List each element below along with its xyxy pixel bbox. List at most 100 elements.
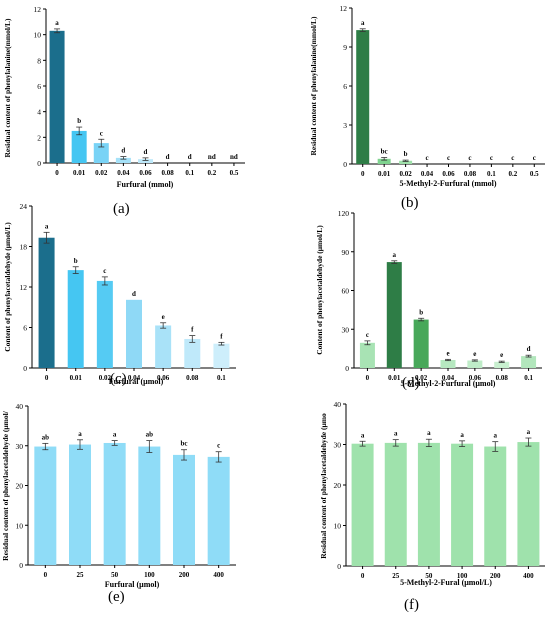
bar: [93, 143, 109, 163]
x-tick-label: 0.2: [508, 170, 517, 178]
significance-letter: d: [166, 153, 170, 161]
bar: [467, 360, 483, 368]
significance-letter: f: [220, 332, 223, 340]
x-axis-title: 5-Methyl-2-Furfural (mmol): [399, 179, 496, 188]
significance-letter: a: [78, 430, 82, 438]
bar: [517, 442, 540, 566]
x-tick-label: 0.5: [530, 170, 539, 178]
x-tick-label: 0.04: [442, 374, 455, 382]
panel-caption: (a): [113, 201, 130, 217]
significance-letter: b: [77, 117, 81, 125]
bar: [138, 446, 161, 565]
x-tick-label: 50: [111, 571, 119, 579]
x-tick-label: 0.06: [442, 170, 455, 178]
y-axis-title: Content of phenylacetaldehyde (μmol/L): [3, 222, 12, 352]
x-axis-title: Furfural (mmol): [117, 180, 174, 189]
chart-5: 0 10 20 30 40 a 0 a 25 a 50 a 100 a 200 a 400 Residual co…: [319, 400, 545, 613]
x-tick-label: 0: [55, 169, 59, 177]
bar: [138, 159, 153, 163]
bar: [359, 342, 375, 368]
bar: [115, 157, 131, 163]
y-tick-label: 12: [34, 5, 42, 14]
x-tick-label: 0.04: [117, 169, 130, 177]
x-tick-label: 0.02: [415, 374, 428, 382]
bar: [126, 299, 142, 368]
significance-letter: e: [500, 351, 503, 359]
bar: [384, 442, 407, 566]
bar: [417, 442, 440, 566]
bar: [71, 130, 87, 163]
significance-letter: ab: [146, 431, 154, 439]
y-tick-label: 10: [334, 522, 342, 531]
significance-letter: c: [490, 154, 493, 162]
x-tick-label: 0: [361, 572, 365, 580]
x-tick-label: 25: [77, 571, 85, 579]
y-tick-label: 24: [20, 202, 28, 211]
x-axis-title: Furfural (μmol): [109, 377, 164, 386]
bar: [413, 319, 429, 368]
x-tick-label: 0.1: [524, 374, 533, 382]
y-axis-title: Residual content of phenylalanine(mmol/L…: [309, 16, 318, 155]
y-tick-label: 0: [343, 160, 347, 169]
significance-letter: d: [144, 148, 148, 156]
significance-letter: ab: [42, 433, 50, 441]
x-axis-title: 5-Methyl-2-Furfural (μmol): [401, 379, 496, 388]
bar: [351, 443, 374, 566]
significance-letter: d: [132, 290, 136, 298]
x-tick-label: 0.1: [185, 169, 194, 177]
bar: [207, 456, 230, 565]
bar: [103, 442, 126, 565]
significance-letter: a: [361, 431, 365, 439]
x-tick-label: 200: [179, 571, 190, 579]
bar: [440, 359, 456, 368]
bar: [34, 446, 57, 565]
panel-caption: (d): [402, 375, 420, 391]
y-axis-title: Residual content of phenylacetaldehyde (…: [319, 413, 328, 559]
significance-letter: e: [446, 349, 449, 357]
significance-letter: bc: [181, 440, 188, 448]
panel-caption: (e): [108, 589, 125, 605]
y-tick-label: 12: [340, 4, 348, 13]
y-tick-label: 120: [338, 209, 350, 218]
y-tick-label: 6: [23, 324, 27, 333]
chart-3: 0 30 60 90 120 c 0 a 0.01 b 0.02 e 0.04 e 0.06 e 0.08 d 0.…: [315, 209, 542, 391]
x-axis-title: Furfural (μmol): [105, 580, 160, 589]
significance-letter: c: [447, 154, 450, 162]
chart-0: 024681012a0b0.01c0.02d0.04d0.06d0.08d0.1…: [3, 5, 245, 217]
x-tick-label: 400: [523, 572, 534, 580]
significance-letter: d: [121, 147, 125, 155]
x-tick-label: 0.06: [157, 374, 170, 382]
y-tick-label: 0: [23, 364, 27, 373]
y-tick-label: 2: [37, 133, 41, 142]
x-tick-label: 0: [361, 170, 365, 178]
bar: [184, 338, 201, 368]
y-tick-label: 0: [37, 159, 41, 168]
significance-letter: c: [217, 442, 220, 450]
x-tick-label: 0.08: [464, 170, 477, 178]
x-tick-label: 400: [213, 571, 224, 579]
x-tick-label: 0.08: [161, 169, 174, 177]
chart-4: 0 10 20 30 40 ab 0 a 25 a 50 ab 100 bc 200 c 400 Residual…: [1, 402, 236, 605]
y-tick-label: 18: [20, 243, 28, 252]
y-tick-label: 20: [334, 481, 342, 490]
significance-letter: c: [468, 154, 471, 162]
significance-letter: a: [361, 19, 365, 27]
bar: [69, 444, 91, 565]
x-tick-label: 25: [392, 572, 400, 580]
x-tick-label: 0.2: [207, 169, 216, 177]
panel-caption: (b): [401, 195, 419, 211]
y-tick-label: 30: [16, 442, 24, 451]
y-tick-label: 30: [342, 325, 350, 334]
significance-letter: a: [460, 431, 464, 439]
y-tick-label: 8: [37, 56, 41, 65]
bar: [484, 446, 507, 566]
y-tick-label: 0: [337, 562, 341, 571]
bar: [386, 262, 402, 368]
y-tick-label: 6: [37, 82, 41, 91]
significance-letter: c: [426, 154, 429, 162]
significance-letter: a: [494, 432, 498, 440]
y-tick-label: 10: [34, 31, 42, 40]
significance-letter: a: [427, 429, 431, 437]
bar: [96, 280, 113, 368]
